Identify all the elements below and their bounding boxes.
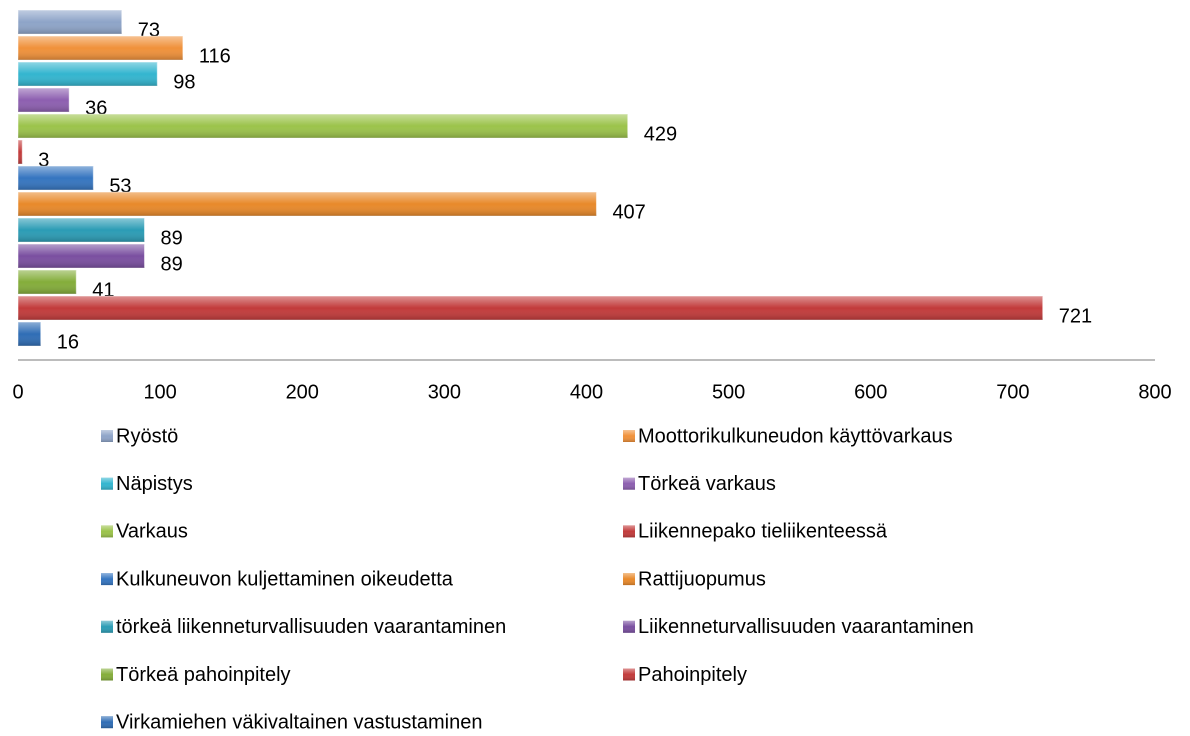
data-label: 89	[160, 227, 182, 249]
bar	[17, 35, 184, 61]
data-label: 407	[612, 201, 645, 223]
bar	[17, 295, 1044, 321]
data-label: 721	[1059, 305, 1092, 327]
x-tick-label: 100	[143, 381, 176, 403]
legend-label: Liikenneturvallisuuden vaarantaminen	[638, 616, 974, 638]
bar	[17, 269, 77, 295]
legend-swatch-shine	[623, 477, 635, 490]
legend-label: Moottorikulkuneudon käyttövarkaus	[638, 425, 953, 447]
legend-label: Varkaus	[116, 521, 188, 543]
legend-swatch-shine	[623, 573, 635, 586]
bar	[17, 165, 94, 191]
data-label: 16	[57, 331, 79, 353]
legend-swatch-shine	[101, 668, 113, 681]
legend-label: Näpistys	[116, 473, 193, 495]
legend-swatch-shine	[101, 430, 113, 442]
legend-swatch-shine	[101, 716, 113, 729]
bar	[17, 217, 145, 243]
legend-swatch-shine	[101, 477, 113, 490]
x-tick-label: 0	[12, 381, 23, 403]
legend-label: Kulkuneuvon kuljettaminen oikeudetta	[116, 568, 454, 590]
legend-swatch-shine	[623, 620, 635, 633]
legend-swatch-shine	[101, 573, 113, 586]
bar	[17, 9, 123, 35]
legend-label: Virkamiehen väkivaltainen vastustaminen	[116, 711, 483, 733]
legend-swatch-shine	[623, 668, 635, 681]
x-tick-label: 400	[570, 381, 603, 403]
data-label: 98	[173, 71, 195, 93]
bar	[17, 113, 629, 139]
legend-label: Ryöstö	[116, 425, 178, 447]
x-tick-label: 600	[854, 381, 887, 403]
data-label: 89	[160, 253, 182, 275]
legend-swatch-shine	[101, 525, 113, 538]
data-label: 429	[644, 123, 677, 145]
bar	[17, 191, 597, 217]
legend-label: Törkeä pahoinpitely	[116, 664, 291, 686]
legend-swatch-shine	[623, 525, 635, 538]
legend-label: törkeä liikenneturvallisuuden vaarantami…	[116, 616, 506, 638]
bar	[17, 87, 70, 113]
x-tick-label: 700	[996, 381, 1029, 403]
data-label: 3	[38, 149, 49, 171]
bar	[17, 139, 23, 165]
bar	[17, 61, 158, 87]
x-tick-label: 200	[286, 381, 319, 403]
x-tick-label: 800	[1138, 381, 1171, 403]
legend-label: Liikennepako tieliikenteessä	[638, 521, 888, 543]
bar	[17, 243, 145, 269]
legend-swatch-shine	[623, 430, 635, 442]
legend-label: Törkeä varkaus	[638, 473, 776, 495]
data-label: 116	[199, 45, 231, 67]
x-tick-label: 300	[428, 381, 461, 403]
bar	[17, 321, 42, 347]
legend-label: Rattijuopumus	[638, 568, 766, 590]
x-tick-label: 500	[712, 381, 745, 403]
legend-swatch-shine	[101, 620, 113, 633]
legend-label: Pahoinpitely	[638, 664, 747, 686]
